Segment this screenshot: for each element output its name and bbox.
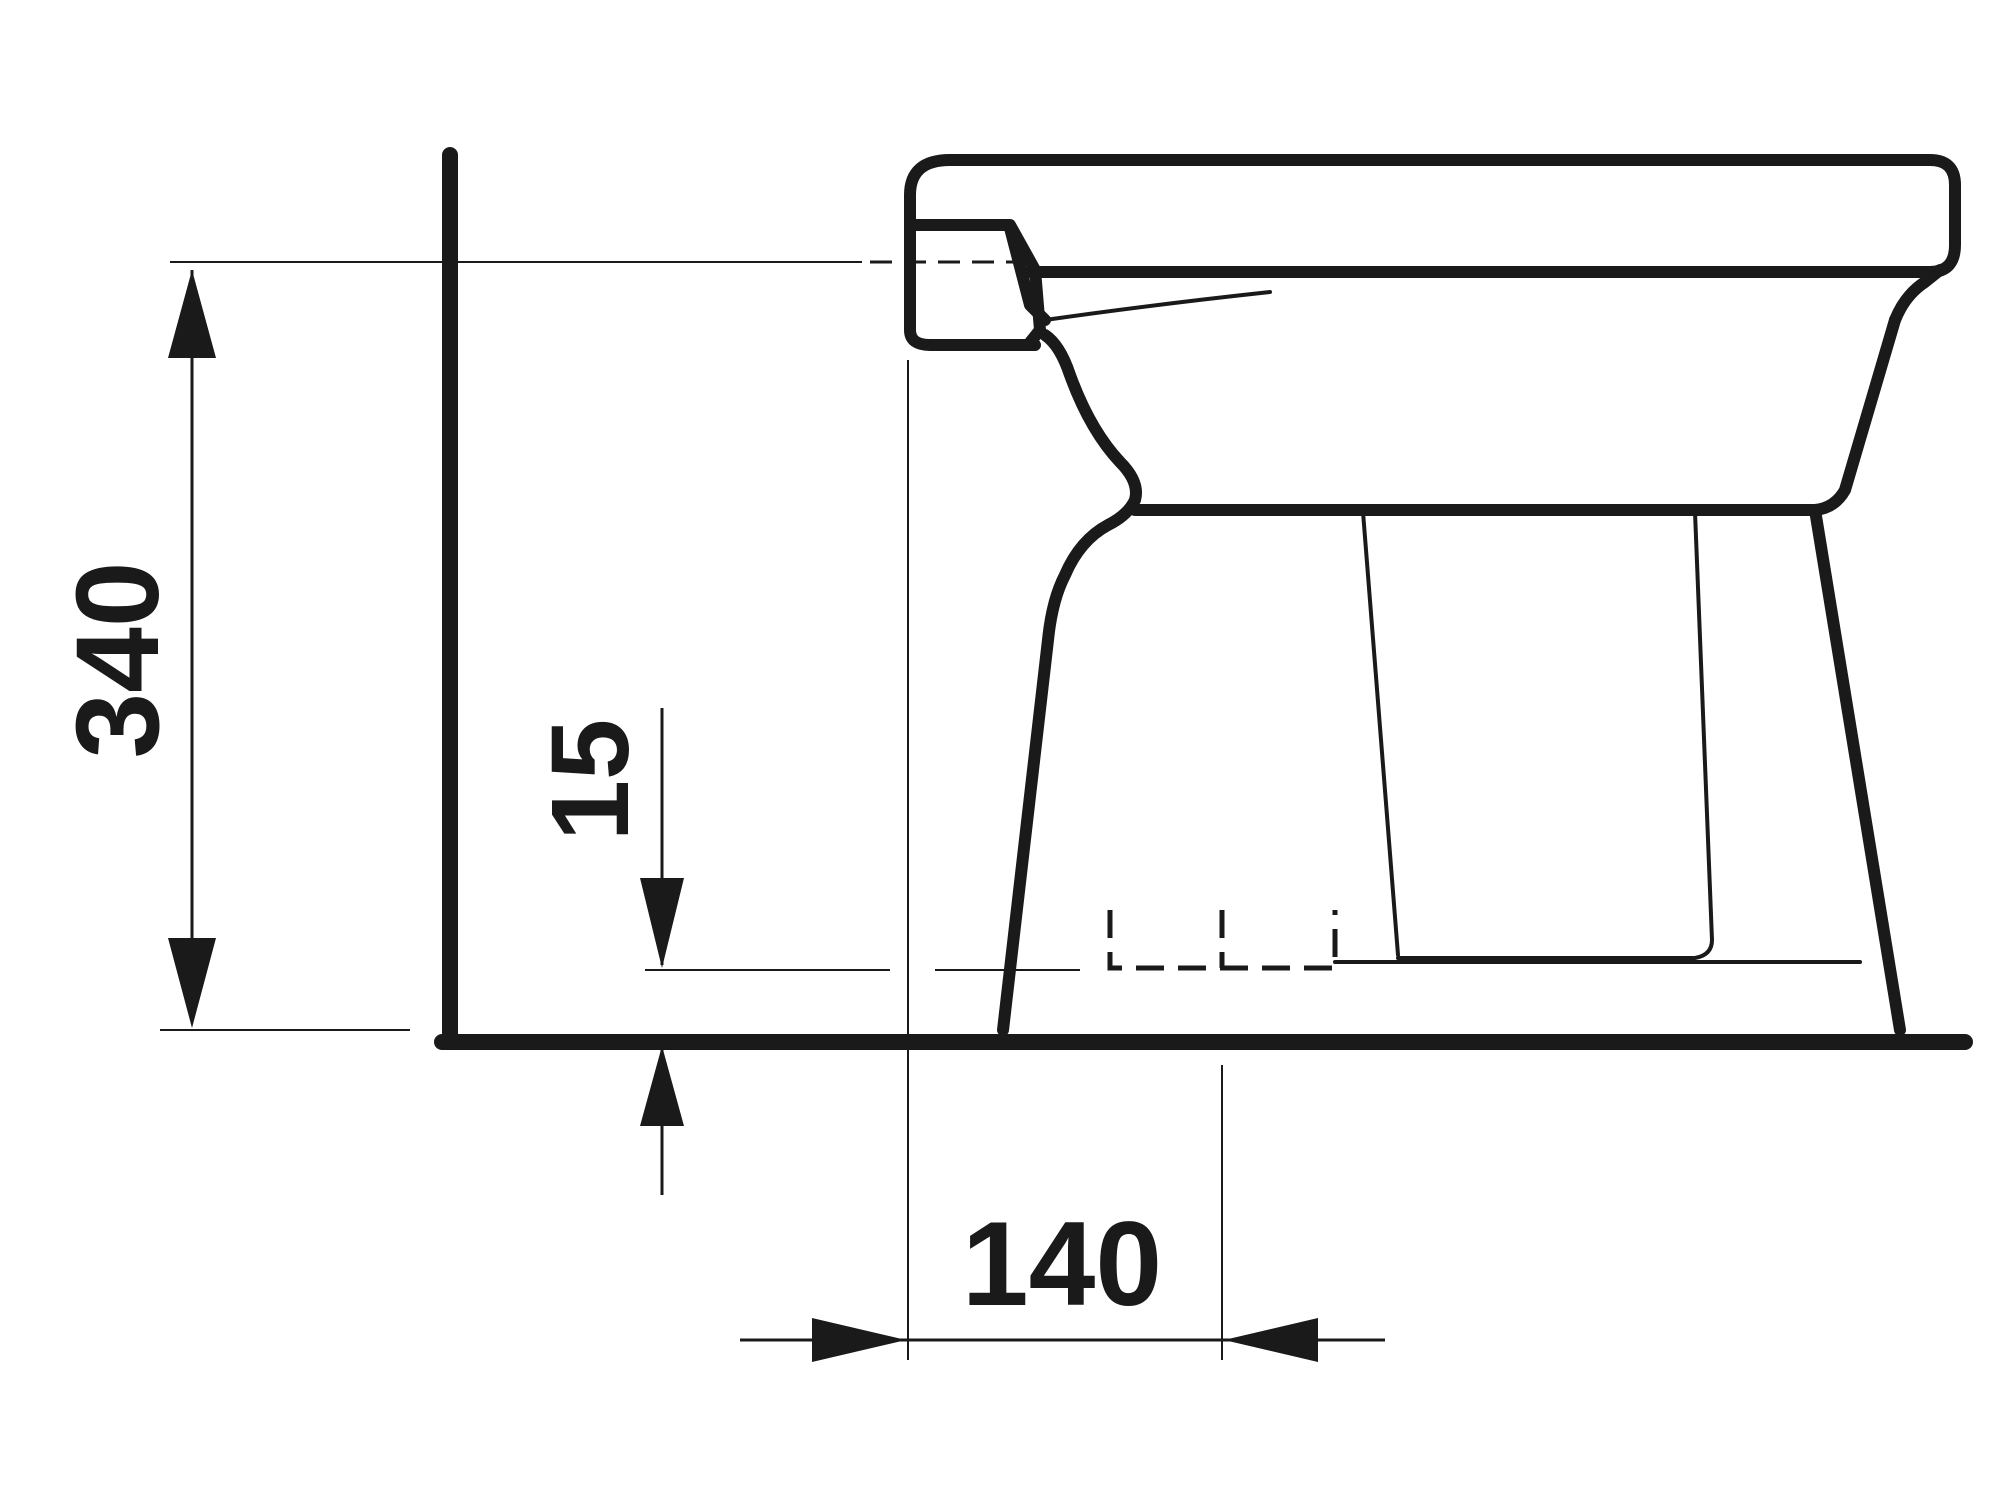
hinge-inner (1004, 222, 1051, 326)
bowl-back-neck (997, 329, 1142, 1036)
toilet-seat (944, 154, 1961, 278)
outlet-dashed (1107, 910, 1338, 971)
internal-lines (1043, 290, 1862, 964)
dimension-outlet-distance (740, 360, 1385, 1362)
toilet-outline (904, 154, 1961, 1036)
pedestal-front (1809, 504, 1906, 1036)
trap-line-right (1396, 510, 1715, 960)
wall-and-floor (434, 147, 1973, 1050)
height-arrow-top (168, 270, 216, 358)
hinge-block (909, 219, 1046, 351)
height-label: 340 (52, 562, 184, 759)
outlet-distance-label: 140 (962, 1197, 1162, 1331)
trap-line-left (1361, 510, 1400, 957)
dimension-height (160, 261, 862, 1031)
flush-inlet-line (1043, 290, 1272, 322)
offset-arrow-down (640, 878, 684, 968)
offset-arrow-up (640, 1046, 684, 1126)
outlet-arrow-left (812, 1318, 906, 1362)
floor-offset-label: 15 (529, 719, 652, 841)
outlet-arrow-right (1224, 1318, 1318, 1362)
dimension-floor-offset (640, 708, 1080, 1195)
height-arrow-bottom (168, 938, 216, 1028)
bowl-front (1809, 314, 1901, 516)
